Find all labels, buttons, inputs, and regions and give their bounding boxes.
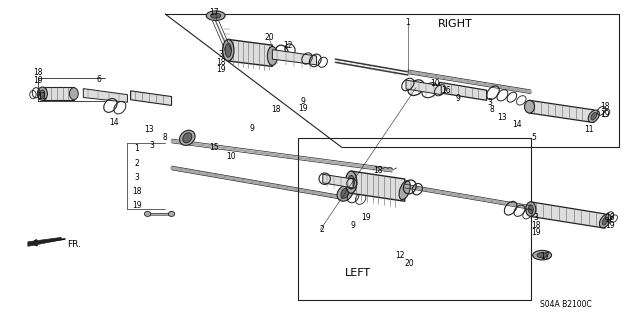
Text: 17: 17 xyxy=(540,252,549,261)
Text: 16: 16 xyxy=(441,86,451,95)
Ellipse shape xyxy=(267,46,277,66)
Ellipse shape xyxy=(525,100,534,113)
Text: 18: 18 xyxy=(600,102,610,111)
Text: 19: 19 xyxy=(298,104,308,113)
Ellipse shape xyxy=(225,43,232,57)
Polygon shape xyxy=(130,91,172,105)
Ellipse shape xyxy=(346,171,357,193)
Text: 3: 3 xyxy=(487,98,492,107)
Text: 13: 13 xyxy=(498,113,507,122)
Text: RIGHT: RIGHT xyxy=(438,19,472,28)
Text: 19: 19 xyxy=(132,202,142,211)
Text: 8: 8 xyxy=(489,105,494,114)
Polygon shape xyxy=(229,39,272,67)
Polygon shape xyxy=(272,50,316,65)
Polygon shape xyxy=(531,202,605,228)
Ellipse shape xyxy=(399,181,410,200)
Text: 13: 13 xyxy=(145,125,154,134)
Ellipse shape xyxy=(144,212,151,216)
Ellipse shape xyxy=(40,90,45,98)
Ellipse shape xyxy=(529,205,533,214)
Ellipse shape xyxy=(337,185,353,201)
Text: 14: 14 xyxy=(512,120,522,129)
Text: 19: 19 xyxy=(361,213,370,222)
Text: 17: 17 xyxy=(210,8,219,17)
Text: 19: 19 xyxy=(216,65,225,74)
Text: 18: 18 xyxy=(271,105,280,114)
Text: 19: 19 xyxy=(33,76,43,85)
Text: 18: 18 xyxy=(373,166,383,175)
Text: 2: 2 xyxy=(134,159,139,168)
Ellipse shape xyxy=(599,214,611,228)
Text: LEFT: LEFT xyxy=(344,268,370,278)
Ellipse shape xyxy=(223,39,234,61)
Text: 20: 20 xyxy=(405,259,415,268)
Text: 6: 6 xyxy=(97,75,101,84)
Text: FR.: FR. xyxy=(67,240,81,249)
Text: 20: 20 xyxy=(265,33,274,42)
Ellipse shape xyxy=(591,113,597,120)
Text: 12: 12 xyxy=(284,41,293,50)
Ellipse shape xyxy=(70,88,78,100)
Ellipse shape xyxy=(168,212,175,216)
Text: 9: 9 xyxy=(300,97,305,106)
Text: 10: 10 xyxy=(430,79,440,88)
Ellipse shape xyxy=(526,202,536,216)
Text: 1: 1 xyxy=(134,144,139,153)
Text: 18: 18 xyxy=(132,187,142,196)
Polygon shape xyxy=(351,171,404,201)
Text: 18: 18 xyxy=(605,213,614,222)
Text: 19: 19 xyxy=(531,228,541,237)
Ellipse shape xyxy=(602,217,608,225)
Circle shape xyxy=(532,251,551,260)
Ellipse shape xyxy=(341,188,349,198)
Text: S04A B2100C: S04A B2100C xyxy=(539,300,591,309)
Ellipse shape xyxy=(180,130,195,145)
Circle shape xyxy=(537,252,547,258)
Polygon shape xyxy=(84,89,127,102)
Text: 9: 9 xyxy=(456,94,461,103)
Text: 18: 18 xyxy=(531,220,541,229)
Text: 10: 10 xyxy=(227,152,236,161)
Text: 9: 9 xyxy=(351,220,356,229)
Polygon shape xyxy=(323,174,353,188)
Polygon shape xyxy=(530,100,594,123)
Text: 11: 11 xyxy=(584,125,594,134)
Text: 14: 14 xyxy=(109,118,118,127)
Text: 5: 5 xyxy=(532,133,536,142)
Text: 3: 3 xyxy=(149,141,154,150)
Text: 11: 11 xyxy=(37,92,47,101)
Ellipse shape xyxy=(588,110,599,123)
Ellipse shape xyxy=(37,87,47,100)
Polygon shape xyxy=(406,80,441,95)
Text: 3: 3 xyxy=(218,50,223,59)
Text: 18: 18 xyxy=(216,58,225,67)
Text: 15: 15 xyxy=(210,143,219,152)
Text: 9: 9 xyxy=(250,124,254,133)
Text: 18: 18 xyxy=(33,68,42,77)
Polygon shape xyxy=(439,82,487,100)
Polygon shape xyxy=(28,237,61,246)
Circle shape xyxy=(211,13,221,18)
Text: 19: 19 xyxy=(605,220,615,229)
Ellipse shape xyxy=(183,133,192,143)
Text: 8: 8 xyxy=(163,133,168,142)
Text: 3: 3 xyxy=(134,173,139,182)
Text: 19: 19 xyxy=(600,109,610,118)
Polygon shape xyxy=(42,87,74,100)
Text: 2: 2 xyxy=(319,225,324,234)
Ellipse shape xyxy=(348,175,354,189)
Text: 12: 12 xyxy=(395,251,404,260)
Text: 1: 1 xyxy=(406,18,410,27)
Circle shape xyxy=(206,11,225,20)
Text: 3: 3 xyxy=(534,213,538,222)
